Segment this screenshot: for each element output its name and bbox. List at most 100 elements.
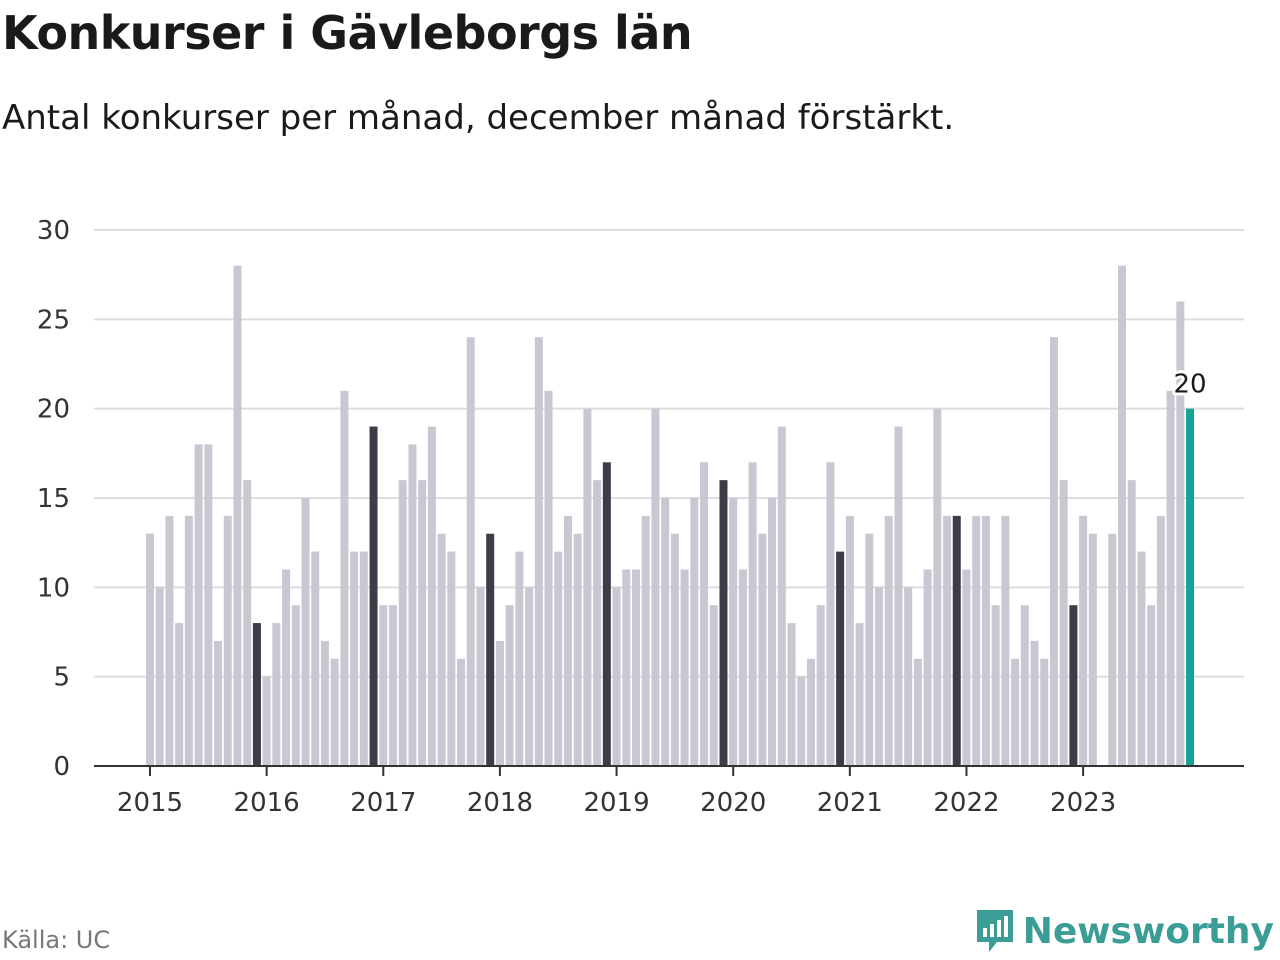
bar (962, 569, 971, 766)
bar (1001, 515, 1010, 766)
bar (738, 569, 747, 766)
bar (398, 480, 407, 766)
bar (466, 337, 475, 766)
bar (690, 498, 699, 766)
bar-december (719, 480, 728, 766)
latest-value-label: 20 (1173, 370, 1206, 400)
bar (418, 480, 427, 766)
bar (855, 623, 864, 766)
bar (1156, 515, 1165, 766)
bar (923, 569, 932, 766)
bar (748, 462, 757, 766)
bar (359, 551, 368, 766)
x-tick-label: 2023 (1050, 788, 1116, 818)
bar (1079, 515, 1088, 766)
bar (554, 551, 563, 766)
bar (632, 569, 640, 766)
bar (1011, 658, 1020, 766)
bar (593, 480, 602, 766)
bar (1049, 337, 1058, 766)
bar (1020, 605, 1029, 766)
bar (1118, 265, 1126, 766)
bar (845, 515, 854, 766)
bar (913, 658, 922, 766)
bar (272, 623, 281, 766)
bar (534, 337, 543, 766)
x-tick-label: 2016 (234, 788, 300, 818)
bar (340, 390, 349, 766)
y-tick-label: 10 (37, 573, 70, 603)
bar (165, 515, 174, 766)
bar (389, 605, 397, 766)
bar (495, 640, 504, 766)
bar (320, 640, 329, 766)
bar (379, 605, 388, 766)
bar-december (1069, 605, 1078, 766)
y-tick-label: 25 (37, 305, 70, 335)
bar (427, 426, 436, 766)
chart-title: Konkurser i Gävleborgs län (2, 6, 693, 60)
bar (155, 587, 164, 766)
bar (282, 569, 291, 766)
bar (233, 265, 242, 766)
bar (816, 605, 825, 766)
bar (1166, 390, 1175, 766)
bar-december (486, 533, 495, 766)
y-tick-label: 5 (53, 663, 70, 693)
bar (651, 408, 660, 766)
bar (680, 569, 689, 766)
x-tick-label: 2018 (467, 788, 533, 818)
bar (457, 658, 466, 766)
bars (146, 265, 1195, 766)
x-tick-label: 2019 (583, 788, 649, 818)
bar (700, 462, 709, 766)
bar (194, 444, 203, 766)
y-tick-label: 0 (53, 752, 70, 782)
bar (865, 533, 874, 766)
bar (563, 515, 572, 766)
bar (146, 533, 154, 766)
x-tick-label: 2021 (817, 788, 883, 818)
bar (1059, 480, 1068, 766)
bar (1147, 605, 1156, 766)
bar (709, 605, 718, 766)
x-tick-label: 2015 (117, 788, 183, 818)
bar (515, 551, 524, 766)
bar (301, 498, 310, 766)
bar (729, 498, 738, 766)
bar (875, 587, 883, 766)
bar (330, 658, 339, 766)
bar (1030, 640, 1039, 766)
bar (447, 551, 456, 766)
bar (972, 515, 981, 766)
x-axis: 2015 2016 2017 2018 2019 2020 2021 2022 2023 (94, 765, 1244, 818)
bar (243, 480, 252, 766)
bar (787, 623, 796, 766)
bar (933, 408, 942, 766)
bar (505, 605, 514, 766)
bar-december (369, 426, 378, 766)
bar (777, 426, 786, 766)
bar (661, 498, 670, 766)
bar (758, 533, 767, 766)
bar (670, 533, 679, 766)
bar (943, 515, 952, 766)
brand-name: Newsworthy (1022, 910, 1274, 952)
bar (311, 551, 320, 766)
bar (214, 640, 223, 766)
bar (1040, 658, 1049, 766)
bar (981, 515, 990, 766)
bar (826, 462, 835, 766)
bar (291, 605, 300, 766)
source-note: Källa: UC (2, 926, 111, 954)
bar-latest (1186, 408, 1195, 766)
bar (1088, 533, 1097, 766)
x-tick-label: 2017 (350, 788, 416, 818)
bar (797, 676, 806, 766)
bar (583, 408, 592, 766)
bar-december (252, 623, 261, 766)
bar (544, 390, 553, 766)
bar (1137, 551, 1146, 766)
bar (573, 533, 582, 766)
